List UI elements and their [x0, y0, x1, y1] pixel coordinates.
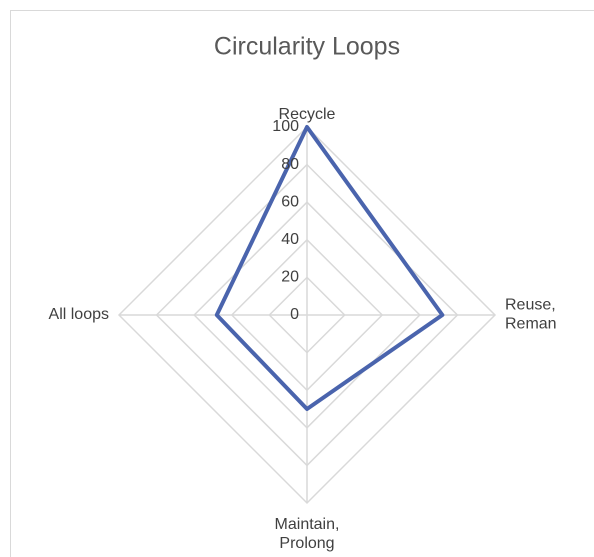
r-tick-label: 20: [281, 269, 299, 286]
category-label-line: Recycle: [279, 106, 336, 123]
category-label-line: Maintain,: [275, 516, 340, 533]
chart-border: [10, 10, 594, 557]
r-tick-label: 60: [281, 193, 299, 210]
category-label-line: Reman: [505, 316, 557, 333]
category-label-line: Reuse,: [505, 297, 556, 314]
category-label-line: All loops: [49, 306, 109, 323]
r-tick-label: 80: [281, 156, 299, 173]
data-line: [214, 125, 445, 411]
chart-title: Circularity Loops: [214, 33, 400, 61]
category-label: All loops: [49, 306, 109, 323]
category-label: Reuse, Reman: [505, 297, 557, 333]
r-tick-label: 40: [281, 231, 299, 248]
category-label-line: Prolong: [279, 535, 334, 552]
category-label: Recycle: [279, 106, 336, 123]
r-tick-label: 100: [272, 118, 299, 135]
category-label: Maintain, Prolong: [275, 516, 340, 552]
r-tick-label: 0: [290, 306, 299, 323]
